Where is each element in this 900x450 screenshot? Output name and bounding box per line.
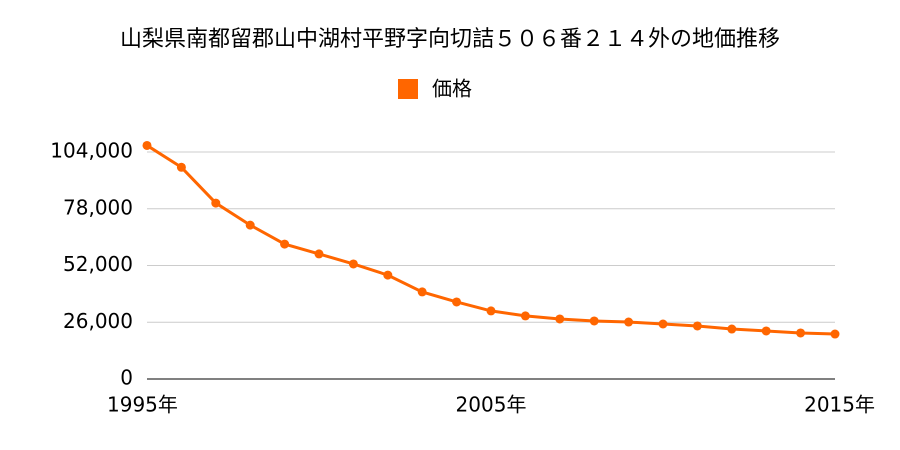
point — [142, 140, 152, 150]
y-tick-label: 104,000 — [50, 139, 133, 163]
point — [383, 270, 393, 280]
legend-swatch — [398, 79, 418, 99]
point — [727, 324, 737, 334]
point — [452, 297, 462, 307]
y-tick-label: 78,000 — [63, 195, 133, 219]
x-tick-label: 2015年 — [804, 393, 875, 417]
point — [796, 328, 806, 338]
point — [658, 319, 668, 329]
point — [417, 287, 427, 297]
point — [245, 220, 255, 230]
x-tick-label: 2005年 — [456, 393, 527, 417]
point — [692, 321, 702, 331]
x-tick-label: 1995年 — [107, 393, 178, 417]
point — [211, 198, 221, 208]
point — [830, 329, 840, 339]
point — [486, 306, 496, 316]
chart-title: 山梨県南都留郡山中湖村平野字向切詰５０６番２１４外の地価推移 — [120, 27, 780, 52]
point — [280, 239, 290, 249]
point — [624, 317, 634, 327]
y-tick-label: 52,000 — [63, 252, 133, 276]
legend-label: 価格 — [432, 77, 472, 101]
y-tick-label: 26,000 — [63, 309, 133, 333]
y-tick-label: 0 — [120, 366, 133, 390]
point — [555, 314, 565, 324]
point — [520, 311, 530, 321]
point — [348, 259, 358, 269]
point — [589, 316, 599, 326]
point — [314, 249, 324, 259]
point — [761, 326, 771, 336]
point — [176, 162, 186, 172]
line — [146, 144, 836, 336]
